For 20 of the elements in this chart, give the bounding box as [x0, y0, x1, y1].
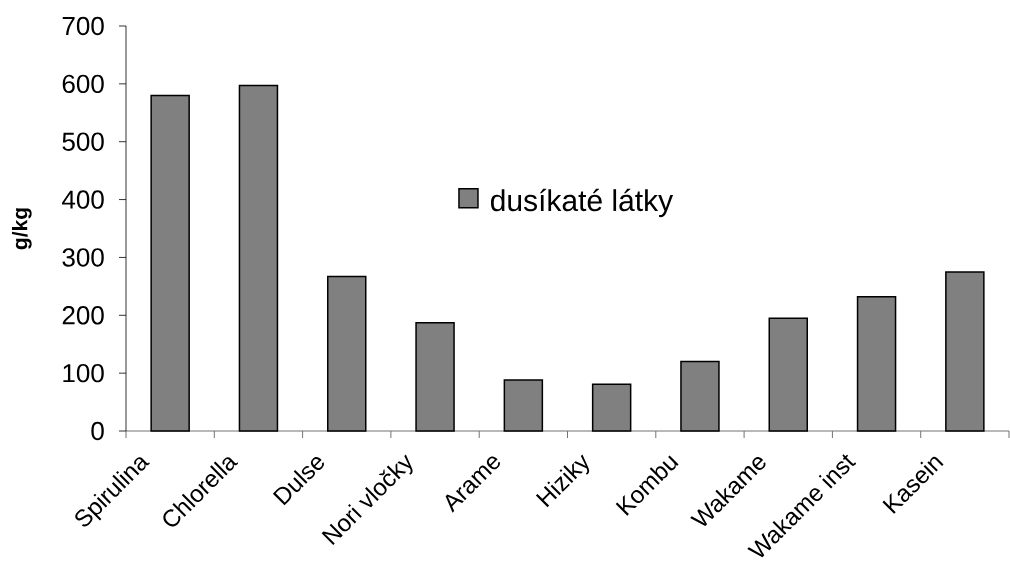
y-axis-title: g/kg	[11, 208, 32, 250]
bar	[415, 322, 455, 432]
bar	[150, 94, 190, 432]
bar	[856, 296, 897, 432]
bar	[327, 275, 367, 432]
bar	[591, 383, 632, 432]
y-tick-label: 200	[62, 306, 104, 325]
y-tick-label: 300	[62, 248, 104, 267]
bar	[945, 271, 985, 432]
y-tick-label: 100	[63, 363, 104, 383]
y-tick-label: 400	[62, 190, 104, 209]
bar	[503, 379, 544, 432]
bar	[680, 360, 720, 432]
y-tick-label: 700	[62, 16, 104, 36]
y-tick-label: 600	[62, 74, 104, 94]
y-tick-label: 0	[91, 421, 104, 441]
bar	[768, 317, 808, 432]
y-tick-label: 500	[62, 132, 104, 151]
legend-label: dusíkaté látky	[490, 188, 674, 218]
bar	[238, 84, 279, 432]
